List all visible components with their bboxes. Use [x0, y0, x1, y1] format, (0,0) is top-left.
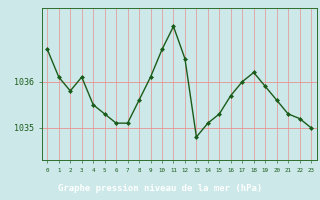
Text: Graphe pression niveau de la mer (hPa): Graphe pression niveau de la mer (hPa)	[58, 184, 262, 193]
